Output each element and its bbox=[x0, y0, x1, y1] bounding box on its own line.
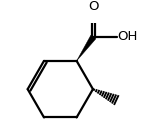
Text: OH: OH bbox=[118, 30, 138, 43]
Polygon shape bbox=[77, 35, 96, 61]
Text: O: O bbox=[88, 0, 99, 13]
